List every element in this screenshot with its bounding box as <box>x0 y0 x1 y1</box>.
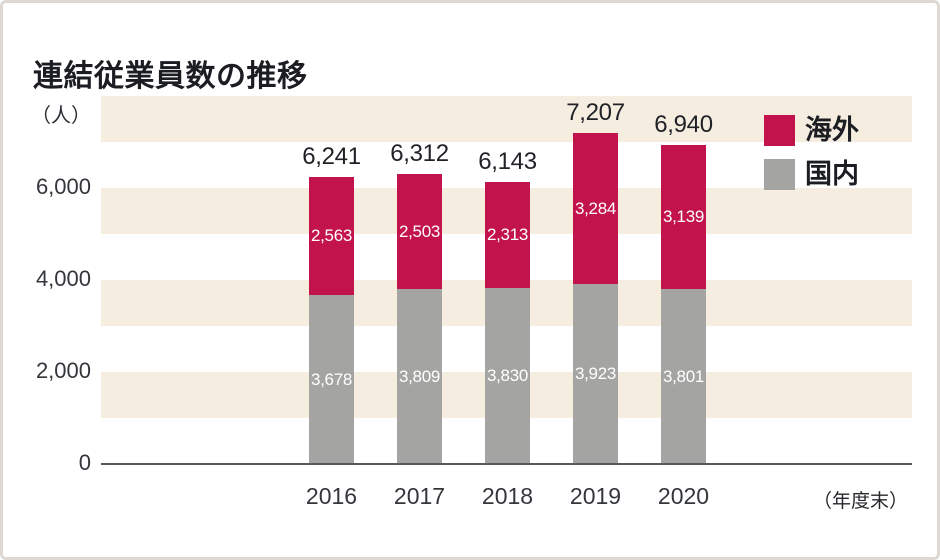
x-tick-2018: 2018 <box>481 483 534 509</box>
bar-2017-overseas-segment: 2,503 <box>397 174 442 289</box>
bar-2019-domestic-segment: 3,923 <box>573 284 618 464</box>
bar-2016: 2,563 3,678 <box>309 177 354 464</box>
chart-title: 連結従業員数の推移 <box>33 60 308 93</box>
domestic-color-swatch <box>764 159 795 190</box>
x-axis-note: （年度末） <box>812 491 908 512</box>
bar-2017: 2,503 3,809 <box>397 174 442 464</box>
x-axis-line <box>101 463 912 465</box>
bar-2020-overseas-segment: 3,139 <box>661 145 706 289</box>
legend-item-overseas: 海外 <box>764 115 859 146</box>
bar-total-label-2016: 6,241 <box>302 143 361 170</box>
y-axis-unit-label: （人） <box>31 105 91 127</box>
bar-2020-domestic-segment: 3,801 <box>661 289 706 464</box>
bar-2019-overseas-segment: 3,284 <box>573 133 618 284</box>
y-tick-0: 0 <box>78 450 91 475</box>
x-tick-2016: 2016 <box>305 483 358 509</box>
bar-2018-overseas-segment: 2,313 <box>485 182 530 288</box>
bar-2016-domestic-segment: 3,678 <box>309 295 354 464</box>
x-tick-2020: 2020 <box>657 483 710 509</box>
bar-total-label-2018: 6,143 <box>478 148 537 175</box>
legend-label-domestic: 国内 <box>805 159 859 189</box>
overseas-color-swatch <box>764 115 795 146</box>
bar-total-label-2017: 6,312 <box>390 140 449 167</box>
y-tick-2000: 2,000 <box>35 358 91 383</box>
bar-2017-domestic-segment: 3,809 <box>397 289 442 464</box>
y-tick-6000: 6,000 <box>35 174 91 199</box>
bar-2018-domestic-segment: 3,830 <box>485 288 530 464</box>
x-tick-2019: 2019 <box>569 483 622 509</box>
bar-2019: 3,284 3,923 <box>573 133 618 464</box>
legend-label-overseas: 海外 <box>805 115 859 145</box>
bar-2018: 2,313 3,830 <box>485 182 530 464</box>
y-tick-4000: 4,000 <box>35 266 91 291</box>
x-tick-2017: 2017 <box>393 483 446 509</box>
bar-2020: 3,139 3,801 <box>661 145 706 464</box>
bar-total-label-2020: 6,940 <box>654 111 713 138</box>
legend-item-domestic: 国内 <box>764 159 859 190</box>
bar-2016-overseas-segment: 2,563 <box>309 177 354 295</box>
legend: 海外 国内 <box>764 115 859 190</box>
bar-total-label-2019: 7,207 <box>566 99 625 126</box>
